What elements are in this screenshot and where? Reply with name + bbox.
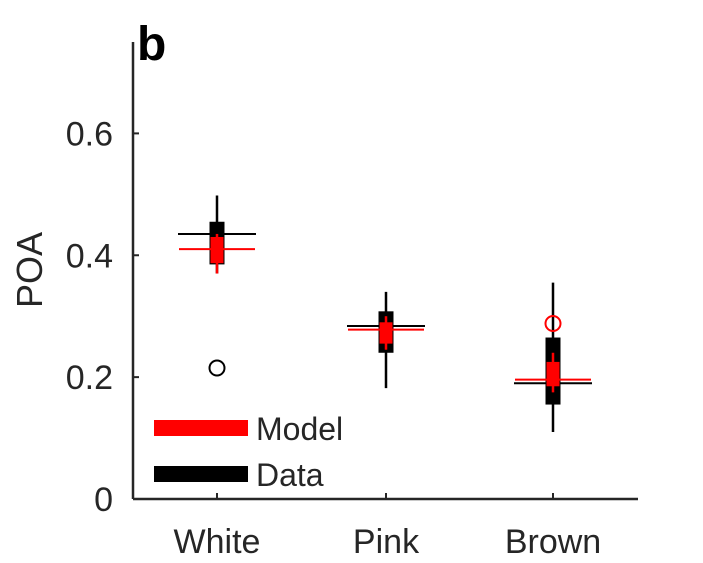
x-tick-label: White	[174, 523, 261, 561]
y-tick-label: 0.2	[66, 359, 113, 397]
model-box	[546, 361, 560, 387]
data-outlier-marker	[208, 359, 226, 377]
legend-label-data: Data	[256, 457, 324, 493]
legend-swatch-model	[154, 420, 248, 436]
model-outlier-marker	[544, 315, 562, 333]
axes: 0 0.2 0.4 0.6 White Pink Brown	[66, 42, 638, 561]
panel-label: b	[137, 18, 166, 71]
y-axis-label: POA	[9, 232, 50, 308]
plot-area	[178, 195, 592, 432]
y-tick-label: 0.4	[66, 237, 113, 275]
legend-swatch-data	[154, 466, 248, 482]
x-tick-label: Pink	[353, 523, 420, 561]
x-tick-label: Brown	[505, 523, 601, 561]
model-box	[379, 322, 393, 344]
y-tick-label: 0	[94, 481, 113, 519]
legend: Model Data	[154, 411, 343, 493]
legend-label-model: Model	[256, 411, 343, 447]
y-tick-label: 0.6	[66, 115, 113, 153]
